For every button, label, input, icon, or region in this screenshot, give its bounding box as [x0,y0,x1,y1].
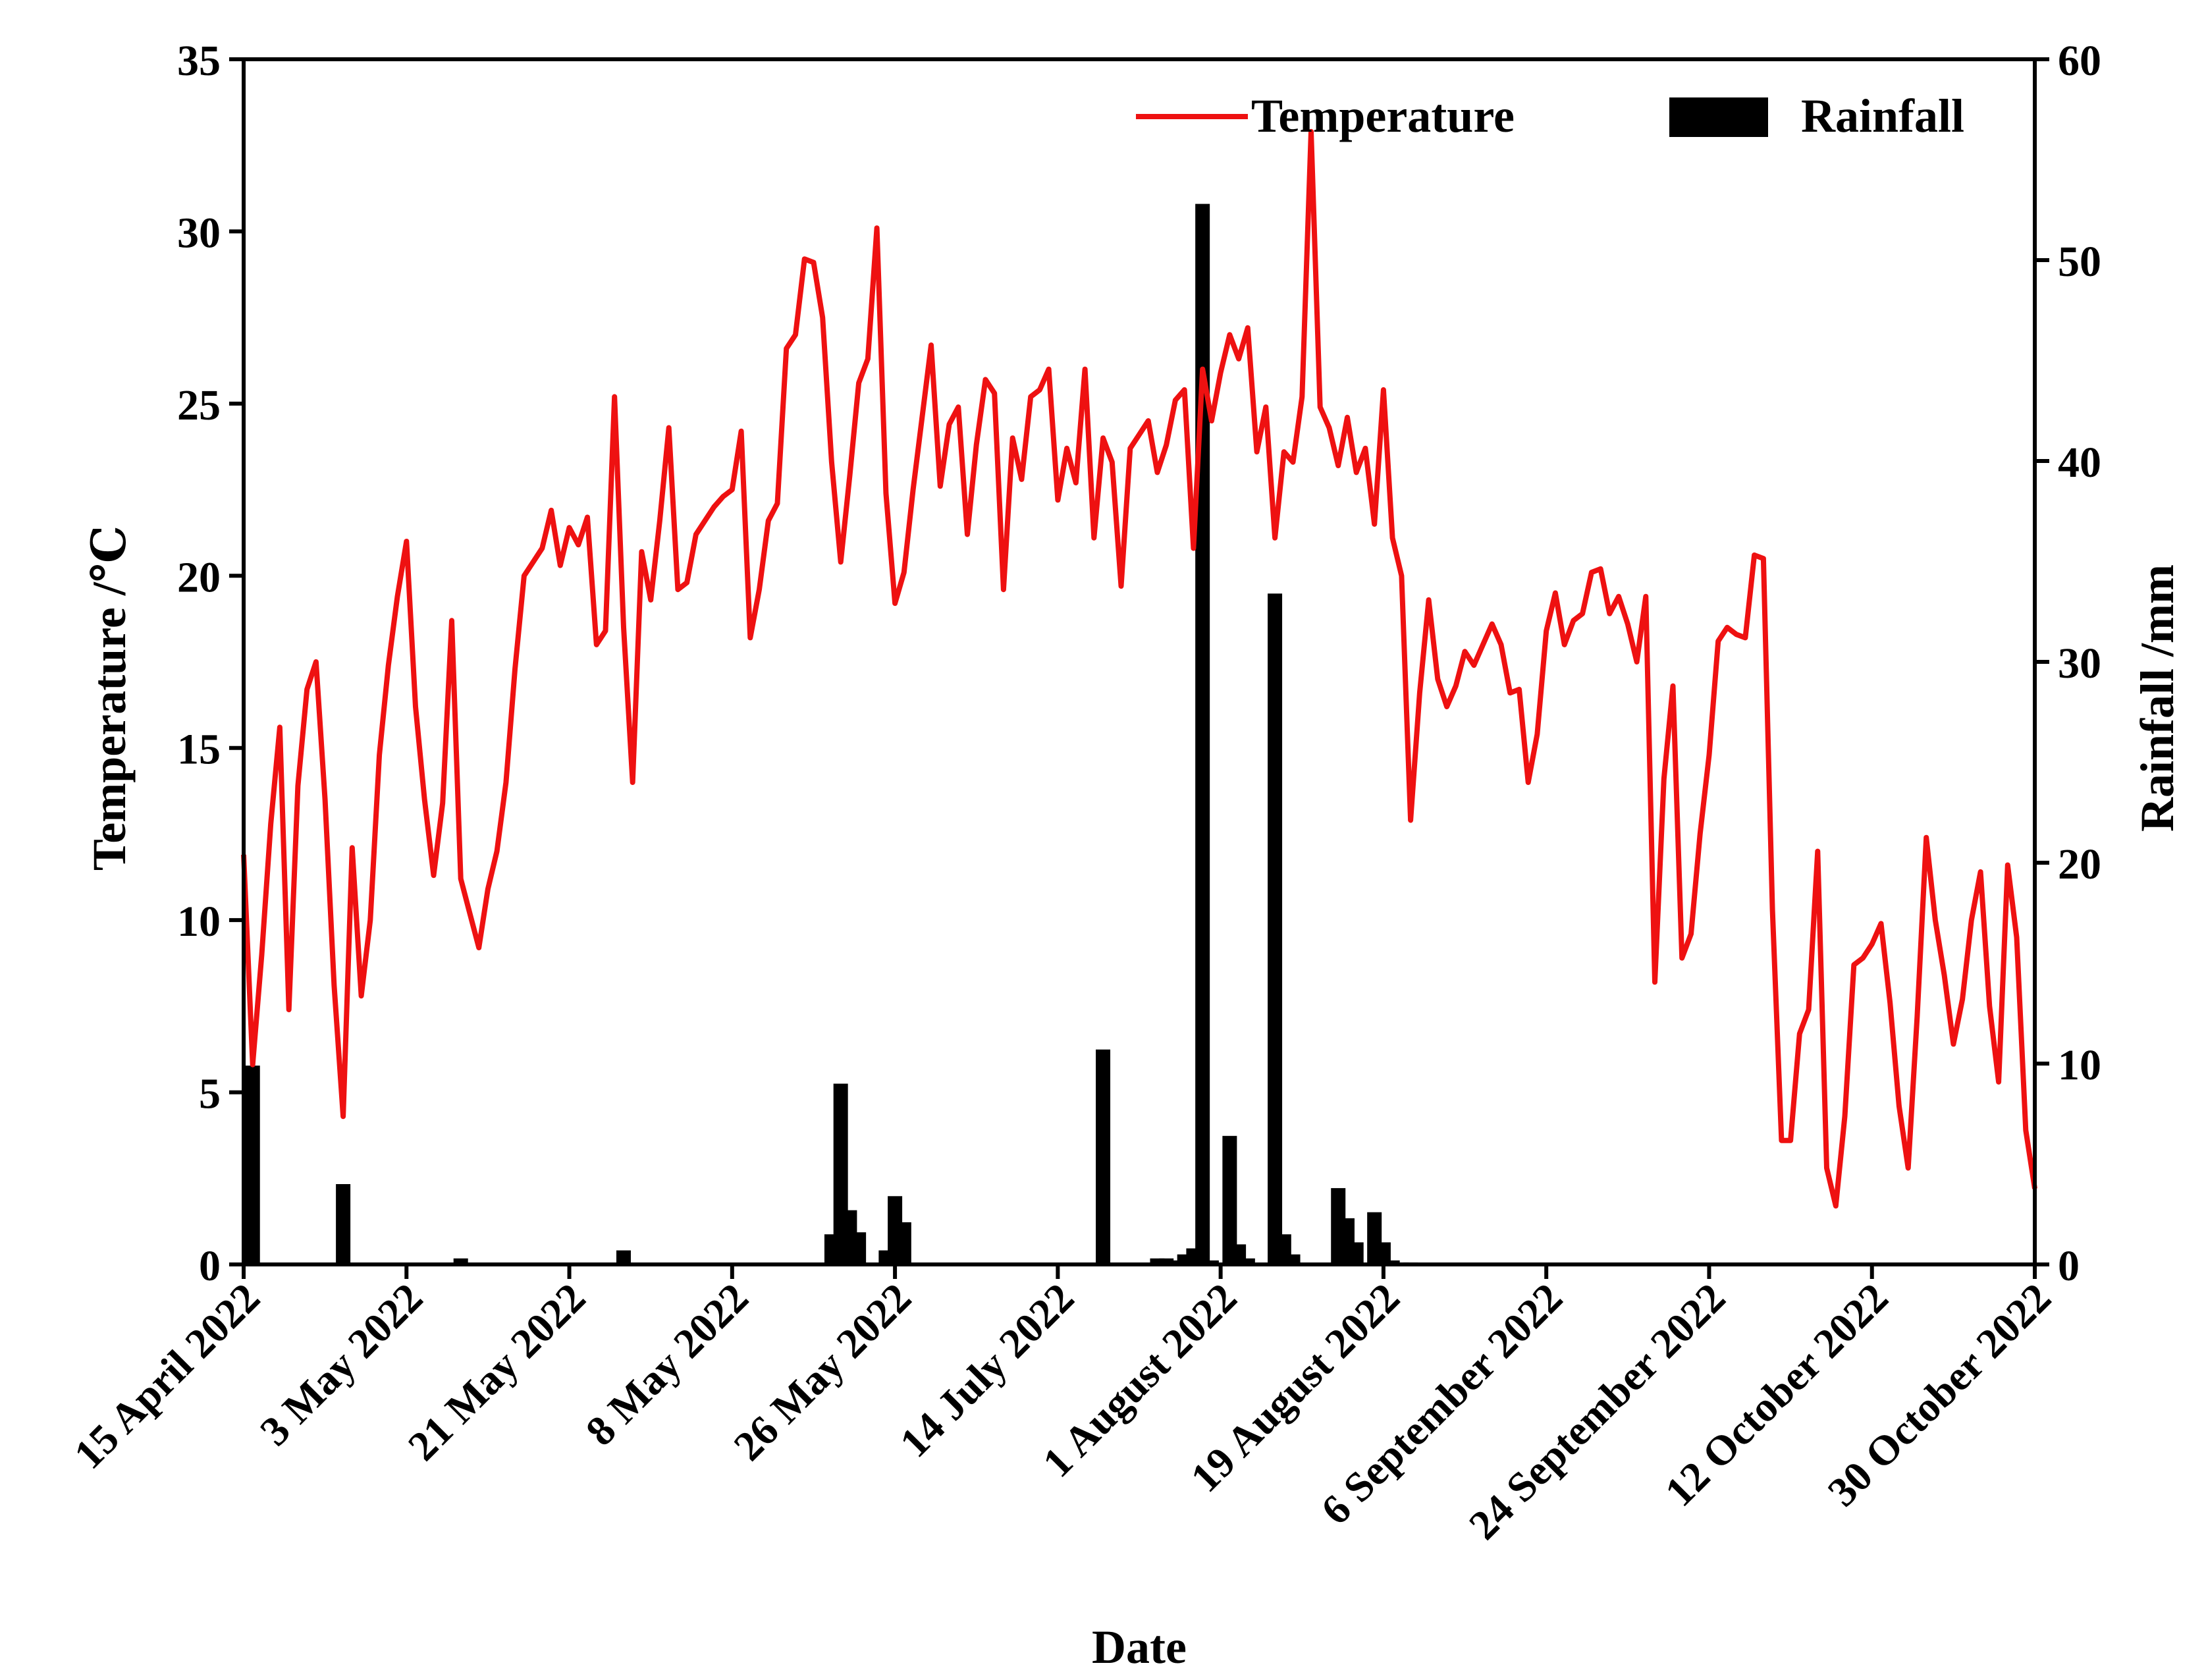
rainfall-bar [1195,203,1210,1265]
rainfall-bar [1376,1242,1391,1264]
right-y-tick-label: 60 [2058,37,2101,85]
right-y-tick-label: 40 [2058,439,2101,487]
rainfall-bar [336,1184,351,1264]
rainfall-bar [1204,1260,1219,1264]
rainfall-bar [1150,1258,1165,1264]
rainfall-bar [1349,1242,1364,1264]
left-y-tick-label: 15 [177,726,221,774]
left-y-tick-label: 0 [199,1242,221,1290]
rainfall-bar [1222,1135,1237,1264]
rainfall-bar [453,1258,468,1264]
left-y-tick-label: 35 [177,37,221,85]
rainfall-bar [851,1232,867,1264]
left-y-axis: 0 5 10 15 20 25 30 35 [177,37,244,1290]
left-y-tick-label: 30 [177,209,221,257]
x-tick-label: 3 May 2022 [251,1274,431,1455]
rainfall-bar [1096,1049,1111,1264]
rainfall-bar [1159,1258,1174,1264]
legend: Temperature Rainfall [1136,90,1964,142]
x-tick-label: 15 April 2022 [65,1274,269,1478]
rainfall-bar [1285,1254,1301,1264]
left-y-tick-label: 5 [199,1070,221,1118]
rainfall-bar [245,1066,260,1264]
x-axis-title: Date [1092,1621,1187,1673]
rainfall-bar [1240,1258,1255,1264]
right-y-axis-title: Rainfall /mm [2131,564,2184,832]
left-y-tick-label: 25 [177,381,221,429]
rainfall-bar [1385,1260,1400,1264]
right-y-tick-label: 0 [2058,1242,2080,1290]
rainfall-bars [245,203,1418,1265]
legend-temperature-label: Temperature [1251,90,1515,142]
right-y-axis: 0 10 20 30 40 50 60 [2035,37,2101,1290]
right-y-tick-label: 30 [2058,639,2101,688]
right-y-tick-label: 20 [2058,840,2101,888]
left-y-axis-title: Temperature /℃ [83,526,136,871]
legend-rainfall-label: Rainfall [1801,90,1964,142]
x-tick-label: 8 May 2022 [577,1274,757,1455]
rainfall-bar [896,1222,911,1264]
temperature-line-group [241,128,2037,1209]
right-y-tick-label: 50 [2058,238,2101,286]
rainfall-bar [1168,1260,1183,1264]
right-y-tick-label: 10 [2058,1041,2101,1089]
left-y-tick-label: 10 [177,898,221,946]
x-tick-label: 26 May 2022 [724,1274,920,1470]
legend-rainfall-swatch [1669,97,1768,137]
x-tick-label: 21 May 2022 [399,1274,595,1470]
rainfall-bar [616,1250,631,1264]
temperature-line [241,128,2037,1209]
left-y-tick-label: 20 [177,553,221,601]
rainfall-bar [1268,593,1283,1264]
